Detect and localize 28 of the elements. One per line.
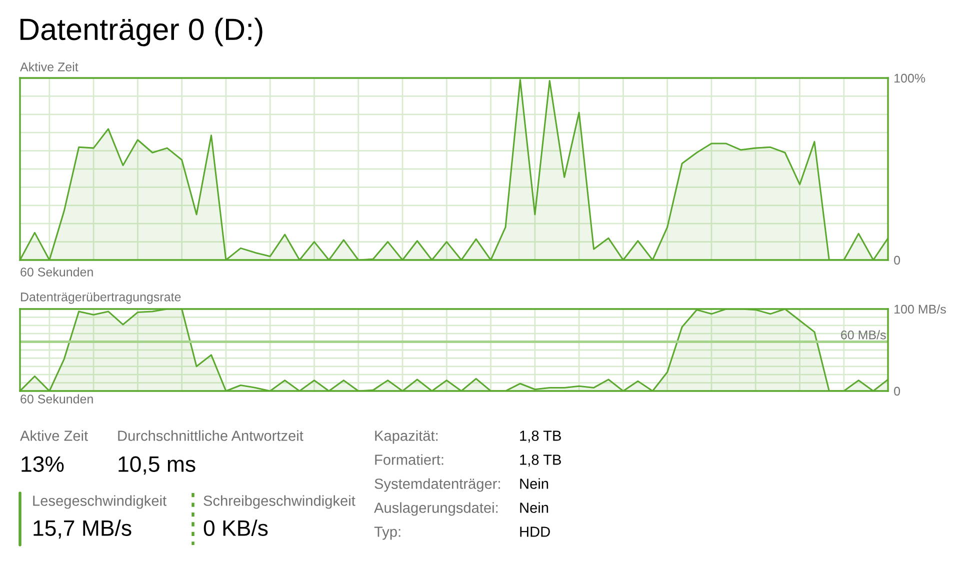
- y-tick-label: 100%: [894, 74, 926, 83]
- text: Aktive Zeit: [20, 430, 88, 441]
- text: Systemdatenträger:: [374, 478, 500, 492]
- text: Durchschnittliche Antwortzeit: [118, 430, 304, 441]
- x-axis-title: 60 Sekunden: [20, 394, 93, 404]
- text: Nein: [520, 478, 548, 489]
- text: Typ:: [374, 526, 400, 540]
- text: 10,5 ms: [118, 456, 196, 475]
- text: HDD: [520, 526, 550, 537]
- x-axis-title: 60 Sekunden: [20, 267, 93, 276]
- chart-subtitle: Aktive Zeit: [20, 62, 78, 72]
- text: 0 KB/s: [204, 520, 268, 536]
- text: 1,8 TB: [520, 430, 561, 443]
- y-tick-label: 0: [894, 386, 900, 396]
- text: 15,7 MB/s: [34, 520, 132, 539]
- text: Lesegeschwindigkeit: [33, 495, 166, 509]
- text: 1,8 TB: [520, 454, 561, 467]
- text: 13%: [22, 456, 64, 472]
- text: Schreibgeschwindigkeit: [204, 495, 356, 509]
- text: Kapazität:: [375, 430, 438, 444]
- chart-title: Datenträgerübertragungsrate: [21, 292, 181, 304]
- ref-line-label: 60 MB/s: [841, 330, 886, 340]
- text: Formatiert:: [375, 454, 444, 465]
- y-tick-label: 0: [894, 256, 900, 265]
- text: Auslagerungsdatei:: [374, 502, 498, 516]
- y-tick-label: 100 MB/s: [894, 304, 946, 314]
- text: Nein: [520, 502, 548, 513]
- chart-title: Datenträger 0 (D:): [20, 18, 262, 46]
